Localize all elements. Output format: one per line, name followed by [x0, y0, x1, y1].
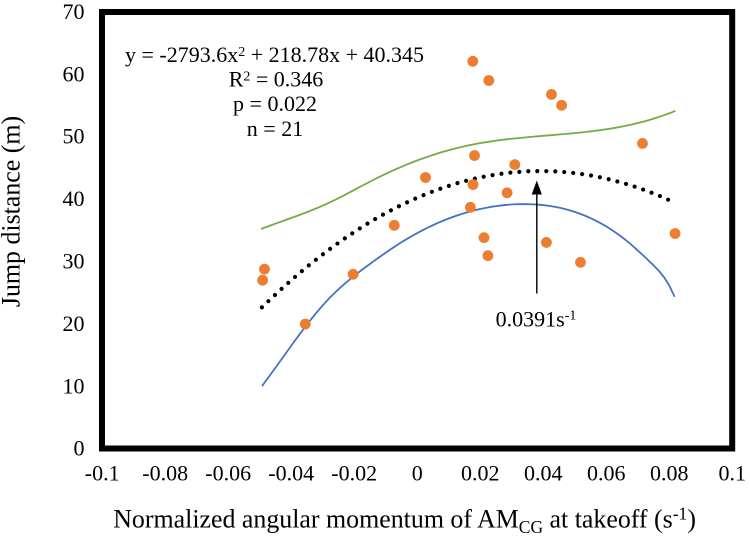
svg-text:R2 = 0.346: R2 = 0.346 [229, 67, 324, 92]
svg-text:-0.06: -0.06 [205, 461, 251, 486]
svg-text:0.02: 0.02 [461, 461, 500, 486]
svg-text:0.08: 0.08 [650, 461, 689, 486]
svg-text:Jump distance (m): Jump distance (m) [0, 116, 26, 307]
svg-text:70: 70 [63, 0, 85, 24]
svg-text:30: 30 [63, 249, 85, 274]
svg-text:Normalized angular momentum of: Normalized angular momentum of AMCG at t… [113, 503, 696, 537]
svg-text:60: 60 [63, 61, 85, 86]
svg-text:n = 21: n = 21 [247, 116, 303, 141]
svg-text:p = 0.022: p = 0.022 [233, 91, 317, 116]
svg-text:0.0391s-1: 0.0391s-1 [496, 306, 577, 331]
svg-text:-0.08: -0.08 [142, 461, 188, 486]
svg-text:0: 0 [412, 461, 423, 486]
svg-text:20: 20 [63, 311, 85, 336]
svg-text:40: 40 [63, 186, 85, 211]
svg-text:0.04: 0.04 [524, 461, 563, 486]
svg-text:y = -2793.6x2 + 218.78x + 40.3: y = -2793.6x2 + 218.78x + 40.345 [125, 42, 424, 67]
svg-text:0.1: 0.1 [718, 461, 746, 486]
svg-text:-0.02: -0.02 [331, 461, 377, 486]
svg-text:0: 0 [74, 436, 85, 461]
svg-text:-0.04: -0.04 [268, 461, 314, 486]
svg-text:0.06: 0.06 [587, 461, 626, 486]
svg-text:10: 10 [63, 373, 85, 398]
svg-text:-0.1: -0.1 [85, 461, 120, 486]
svg-text:50: 50 [63, 124, 85, 149]
